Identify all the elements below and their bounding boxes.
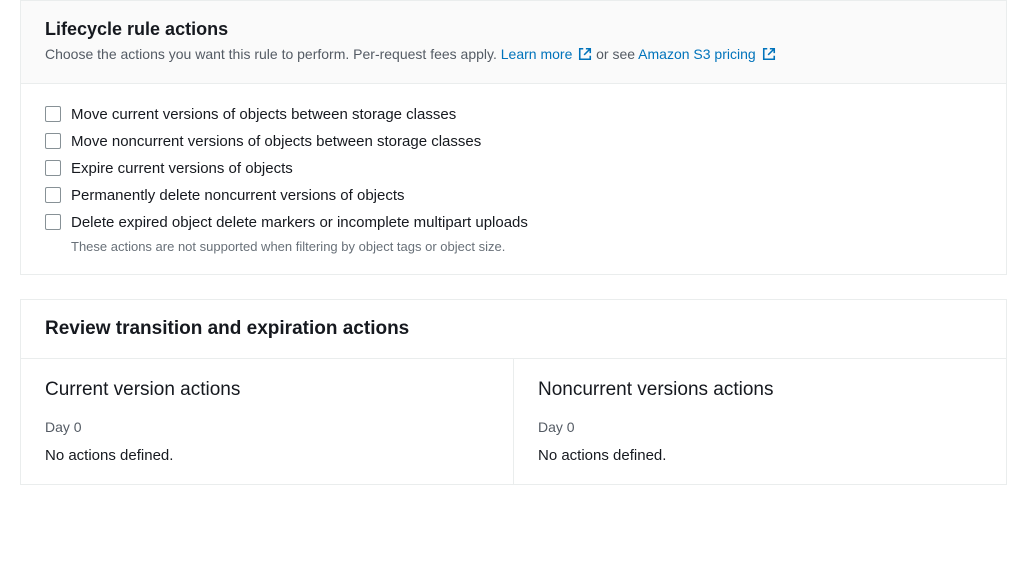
review-panel: Review transition and expiration actions… bbox=[20, 299, 1007, 485]
actions-list: Move current versions of objects between… bbox=[45, 104, 982, 254]
lifecycle-panel-header: Lifecycle rule actions Choose the action… bbox=[21, 1, 1006, 84]
review-columns: Current version actions Day 0 No actions… bbox=[21, 359, 1006, 484]
action-checkbox[interactable] bbox=[45, 106, 61, 122]
subtitle-mid: or see bbox=[596, 46, 638, 62]
s3-pricing-link[interactable]: Amazon S3 pricing bbox=[638, 46, 775, 62]
action-checkbox[interactable] bbox=[45, 133, 61, 149]
external-link-icon bbox=[762, 47, 776, 61]
review-panel-title: Review transition and expiration actions bbox=[21, 300, 1006, 359]
action-label[interactable]: Expire current versions of objects bbox=[71, 158, 293, 179]
action-checkbox[interactable] bbox=[45, 160, 61, 176]
action-row: Delete expired object delete markers or … bbox=[45, 212, 982, 233]
noncurrent-version-status: No actions defined. bbox=[538, 447, 982, 464]
current-version-column: Current version actions Day 0 No actions… bbox=[21, 359, 514, 484]
pricing-text: Amazon S3 pricing bbox=[638, 46, 756, 62]
learn-more-link[interactable]: Learn more bbox=[501, 46, 596, 62]
current-version-status: No actions defined. bbox=[45, 447, 489, 464]
action-row: Permanently delete noncurrent versions o… bbox=[45, 185, 982, 206]
lifecycle-rule-actions-panel: Lifecycle rule actions Choose the action… bbox=[20, 0, 1007, 275]
learn-more-text: Learn more bbox=[501, 46, 573, 62]
current-version-day: Day 0 bbox=[45, 419, 489, 435]
action-checkbox[interactable] bbox=[45, 214, 61, 230]
lifecycle-panel-title: Lifecycle rule actions bbox=[45, 19, 982, 40]
action-checkbox[interactable] bbox=[45, 187, 61, 203]
noncurrent-version-day: Day 0 bbox=[538, 419, 982, 435]
action-row: Expire current versions of objects bbox=[45, 158, 982, 179]
action-helper-text: These actions are not supported when fil… bbox=[71, 239, 982, 254]
action-row: Move noncurrent versions of objects betw… bbox=[45, 131, 982, 152]
action-label[interactable]: Delete expired object delete markers or … bbox=[71, 212, 528, 233]
noncurrent-version-column: Noncurrent versions actions Day 0 No act… bbox=[514, 359, 1006, 484]
noncurrent-version-title: Noncurrent versions actions bbox=[538, 379, 982, 401]
external-link-icon bbox=[578, 47, 592, 61]
action-label[interactable]: Move noncurrent versions of objects betw… bbox=[71, 131, 481, 152]
current-version-title: Current version actions bbox=[45, 379, 489, 401]
action-row: Move current versions of objects between… bbox=[45, 104, 982, 125]
lifecycle-panel-body: Move current versions of objects between… bbox=[21, 84, 1006, 274]
action-label[interactable]: Permanently delete noncurrent versions o… bbox=[71, 185, 405, 206]
action-label[interactable]: Move current versions of objects between… bbox=[71, 104, 456, 125]
lifecycle-panel-subtitle: Choose the actions you want this rule to… bbox=[45, 44, 982, 65]
subtitle-text: Choose the actions you want this rule to… bbox=[45, 46, 501, 62]
